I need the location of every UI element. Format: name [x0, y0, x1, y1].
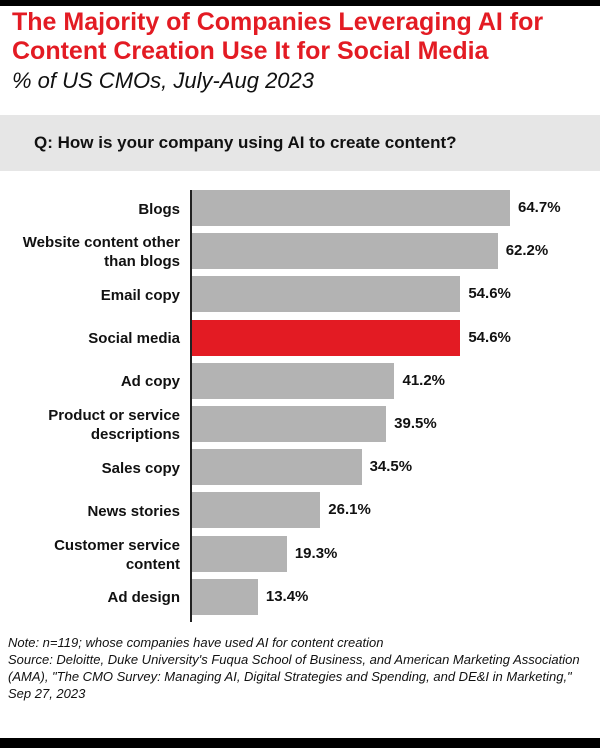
category-label: Blogs [8, 200, 180, 219]
value-label: 19.3% [294, 544, 338, 562]
category-label-line: Social media [88, 330, 180, 348]
notes: Note: n=119; whose companies have used A… [8, 634, 596, 702]
category-label-line: Ad design [107, 589, 180, 607]
category-label: Customer service content [8, 536, 180, 574]
value-label: 39.5% [394, 415, 437, 432]
value-label: 34.5% [369, 458, 413, 476]
bottom-rule [0, 738, 600, 748]
category-label: Sales copy [8, 459, 180, 478]
bar [192, 276, 461, 313]
value-label: 64.7% [518, 199, 561, 216]
category-label-line: Email copy [100, 286, 180, 304]
bar [192, 362, 395, 399]
category-label-line: Sales copy [101, 459, 180, 477]
category-label-line: Blogs [138, 200, 180, 218]
bar [192, 449, 362, 486]
top-rule [0, 0, 600, 6]
question-banner: Q: How is your company using AI to creat… [0, 115, 600, 171]
value-label: 41.2% [402, 371, 446, 389]
y-axis-line [190, 190, 192, 622]
bar [192, 578, 258, 615]
source-text: Source: Deloitte, Duke University's Fuqu… [8, 652, 580, 701]
note-text: Note: n=119; whose companies have used A… [8, 635, 384, 650]
bar-chart: Blogs 64.7% Website content other than blog… [0, 182, 600, 622]
value-label: 13.4% [265, 587, 309, 605]
category-label: Website content other than blogs [8, 233, 180, 271]
value-label: 54.6% [468, 328, 511, 346]
bar [192, 535, 287, 572]
category-label: Social media [8, 329, 180, 348]
category-label: Product or service descriptions [8, 406, 180, 444]
category-label: News stories [8, 502, 180, 521]
category-label-line: Ad copy [120, 373, 180, 391]
bar [192, 406, 387, 442]
category-label-line: descriptions [90, 426, 180, 443]
value-label: 54.6% [468, 285, 511, 303]
bar [192, 190, 510, 226]
category-label: Ad design [8, 588, 180, 607]
category-label-line: than blogs [104, 253, 180, 271]
bar-highlighted [192, 319, 461, 356]
chart-title: The Majority of Companies Leveraging AI … [12, 8, 544, 65]
question-text: Q: How is your company using AI to creat… [34, 133, 457, 152]
category-label-line: Product or service [48, 407, 180, 424]
value-label: 62.2% [505, 242, 549, 260]
category-label: Ad copy [8, 372, 180, 391]
value-label: 26.1% [328, 501, 371, 519]
chart-subtitle: % of US CMOs, July-Aug 2023 [12, 68, 315, 93]
category-label-line: content [125, 555, 180, 573]
bar [192, 492, 321, 529]
bar [192, 233, 498, 270]
category-label-line: News stories [87, 502, 180, 520]
category-label-line: Customer service [54, 536, 180, 554]
category-label: Email copy [8, 286, 180, 305]
category-label-line: Website content other [22, 234, 180, 252]
